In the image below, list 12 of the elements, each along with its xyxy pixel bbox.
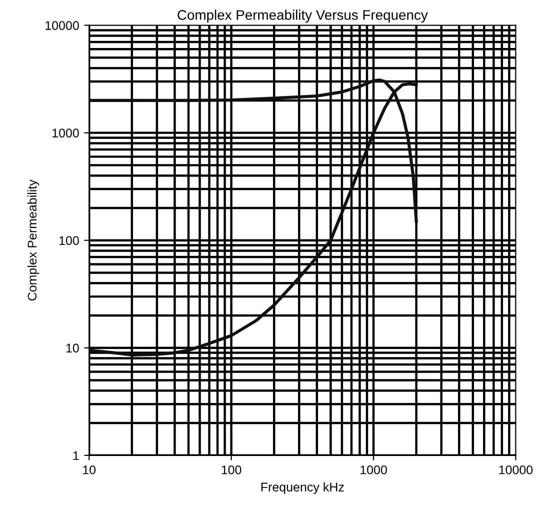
y-axis-title: Complex Permeability (27, 180, 40, 300)
chart-title: Complex Permeability Versus Frequency (178, 10, 428, 23)
x-tick-label: 1000 (360, 465, 387, 474)
y-tick-label: 1000 (52, 128, 79, 138)
y-tick-label: 1 (73, 451, 79, 460)
x-tick-label: 10000 (499, 465, 533, 474)
x-tick-label: 10 (83, 465, 96, 474)
x-tick-label: 100 (222, 465, 242, 474)
y-tick-label: 10000 (46, 21, 79, 30)
x-axis-title: Frequency kHz (261, 482, 344, 494)
y-tick-label: 100 (59, 236, 79, 245)
y-tick-label: 10 (66, 344, 79, 353)
